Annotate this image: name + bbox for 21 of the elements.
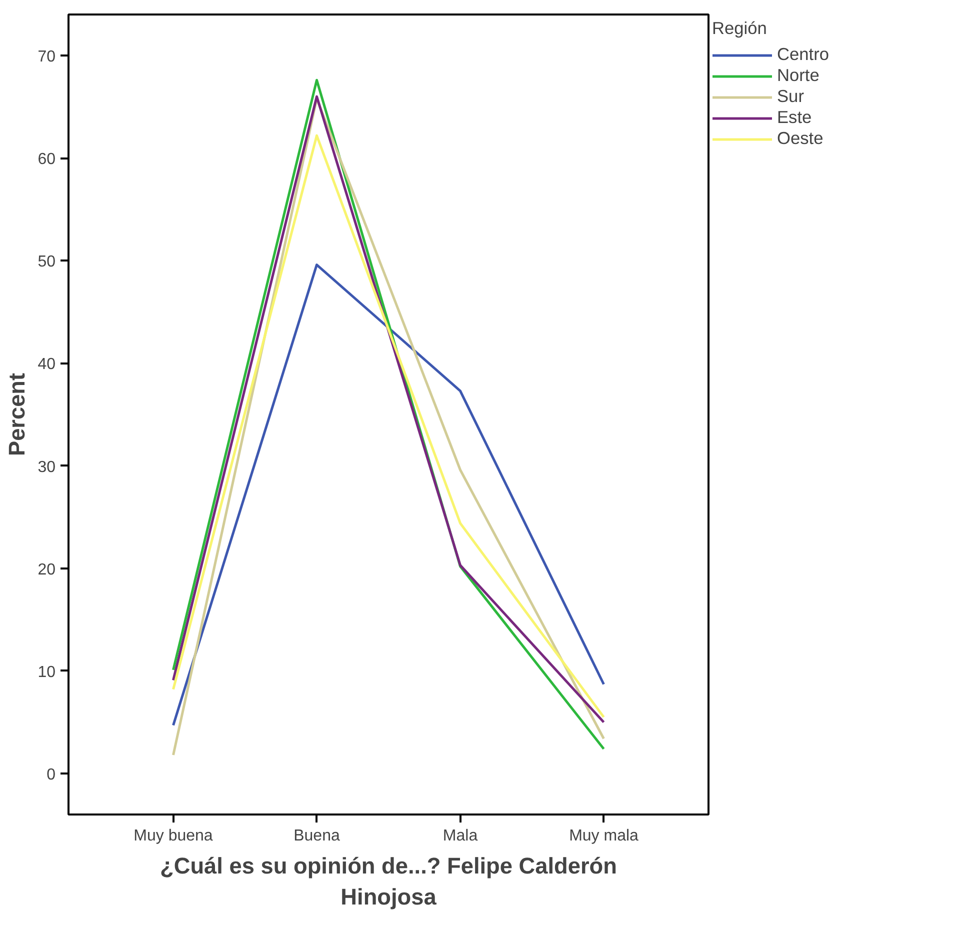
legend-label: Norte	[777, 65, 820, 86]
legend-label: Este	[777, 107, 812, 128]
legend-label: Oeste	[777, 128, 824, 149]
x-axis-title: ¿Cuál es su opinión de...? Felipe Calderón Hinojosa	[160, 852, 617, 910]
line-series	[172, 264, 605, 727]
legend-label: Sur	[777, 86, 804, 107]
y-tick-label: 40	[38, 356, 56, 374]
legend-title: Región	[712, 18, 768, 39]
x-tick-label: Muy buena	[134, 828, 213, 844]
legend-label: Centro	[777, 44, 830, 65]
y-tick-label: 60	[38, 151, 56, 168]
y-tick-label: 70	[38, 48, 56, 66]
y-tick-label: 20	[38, 561, 56, 578]
y-tick-label: 50	[38, 254, 56, 271]
y-tick-label: 30	[38, 458, 56, 476]
y-axis-title: Percent	[4, 372, 30, 456]
x-tick-label: Muy mala	[569, 828, 639, 844]
y-tick-label: 10	[38, 664, 56, 681]
x-tick-label: Buena	[294, 828, 340, 844]
x-tick-label: Mala	[442, 828, 478, 844]
y-tick-label: 0	[46, 766, 56, 784]
